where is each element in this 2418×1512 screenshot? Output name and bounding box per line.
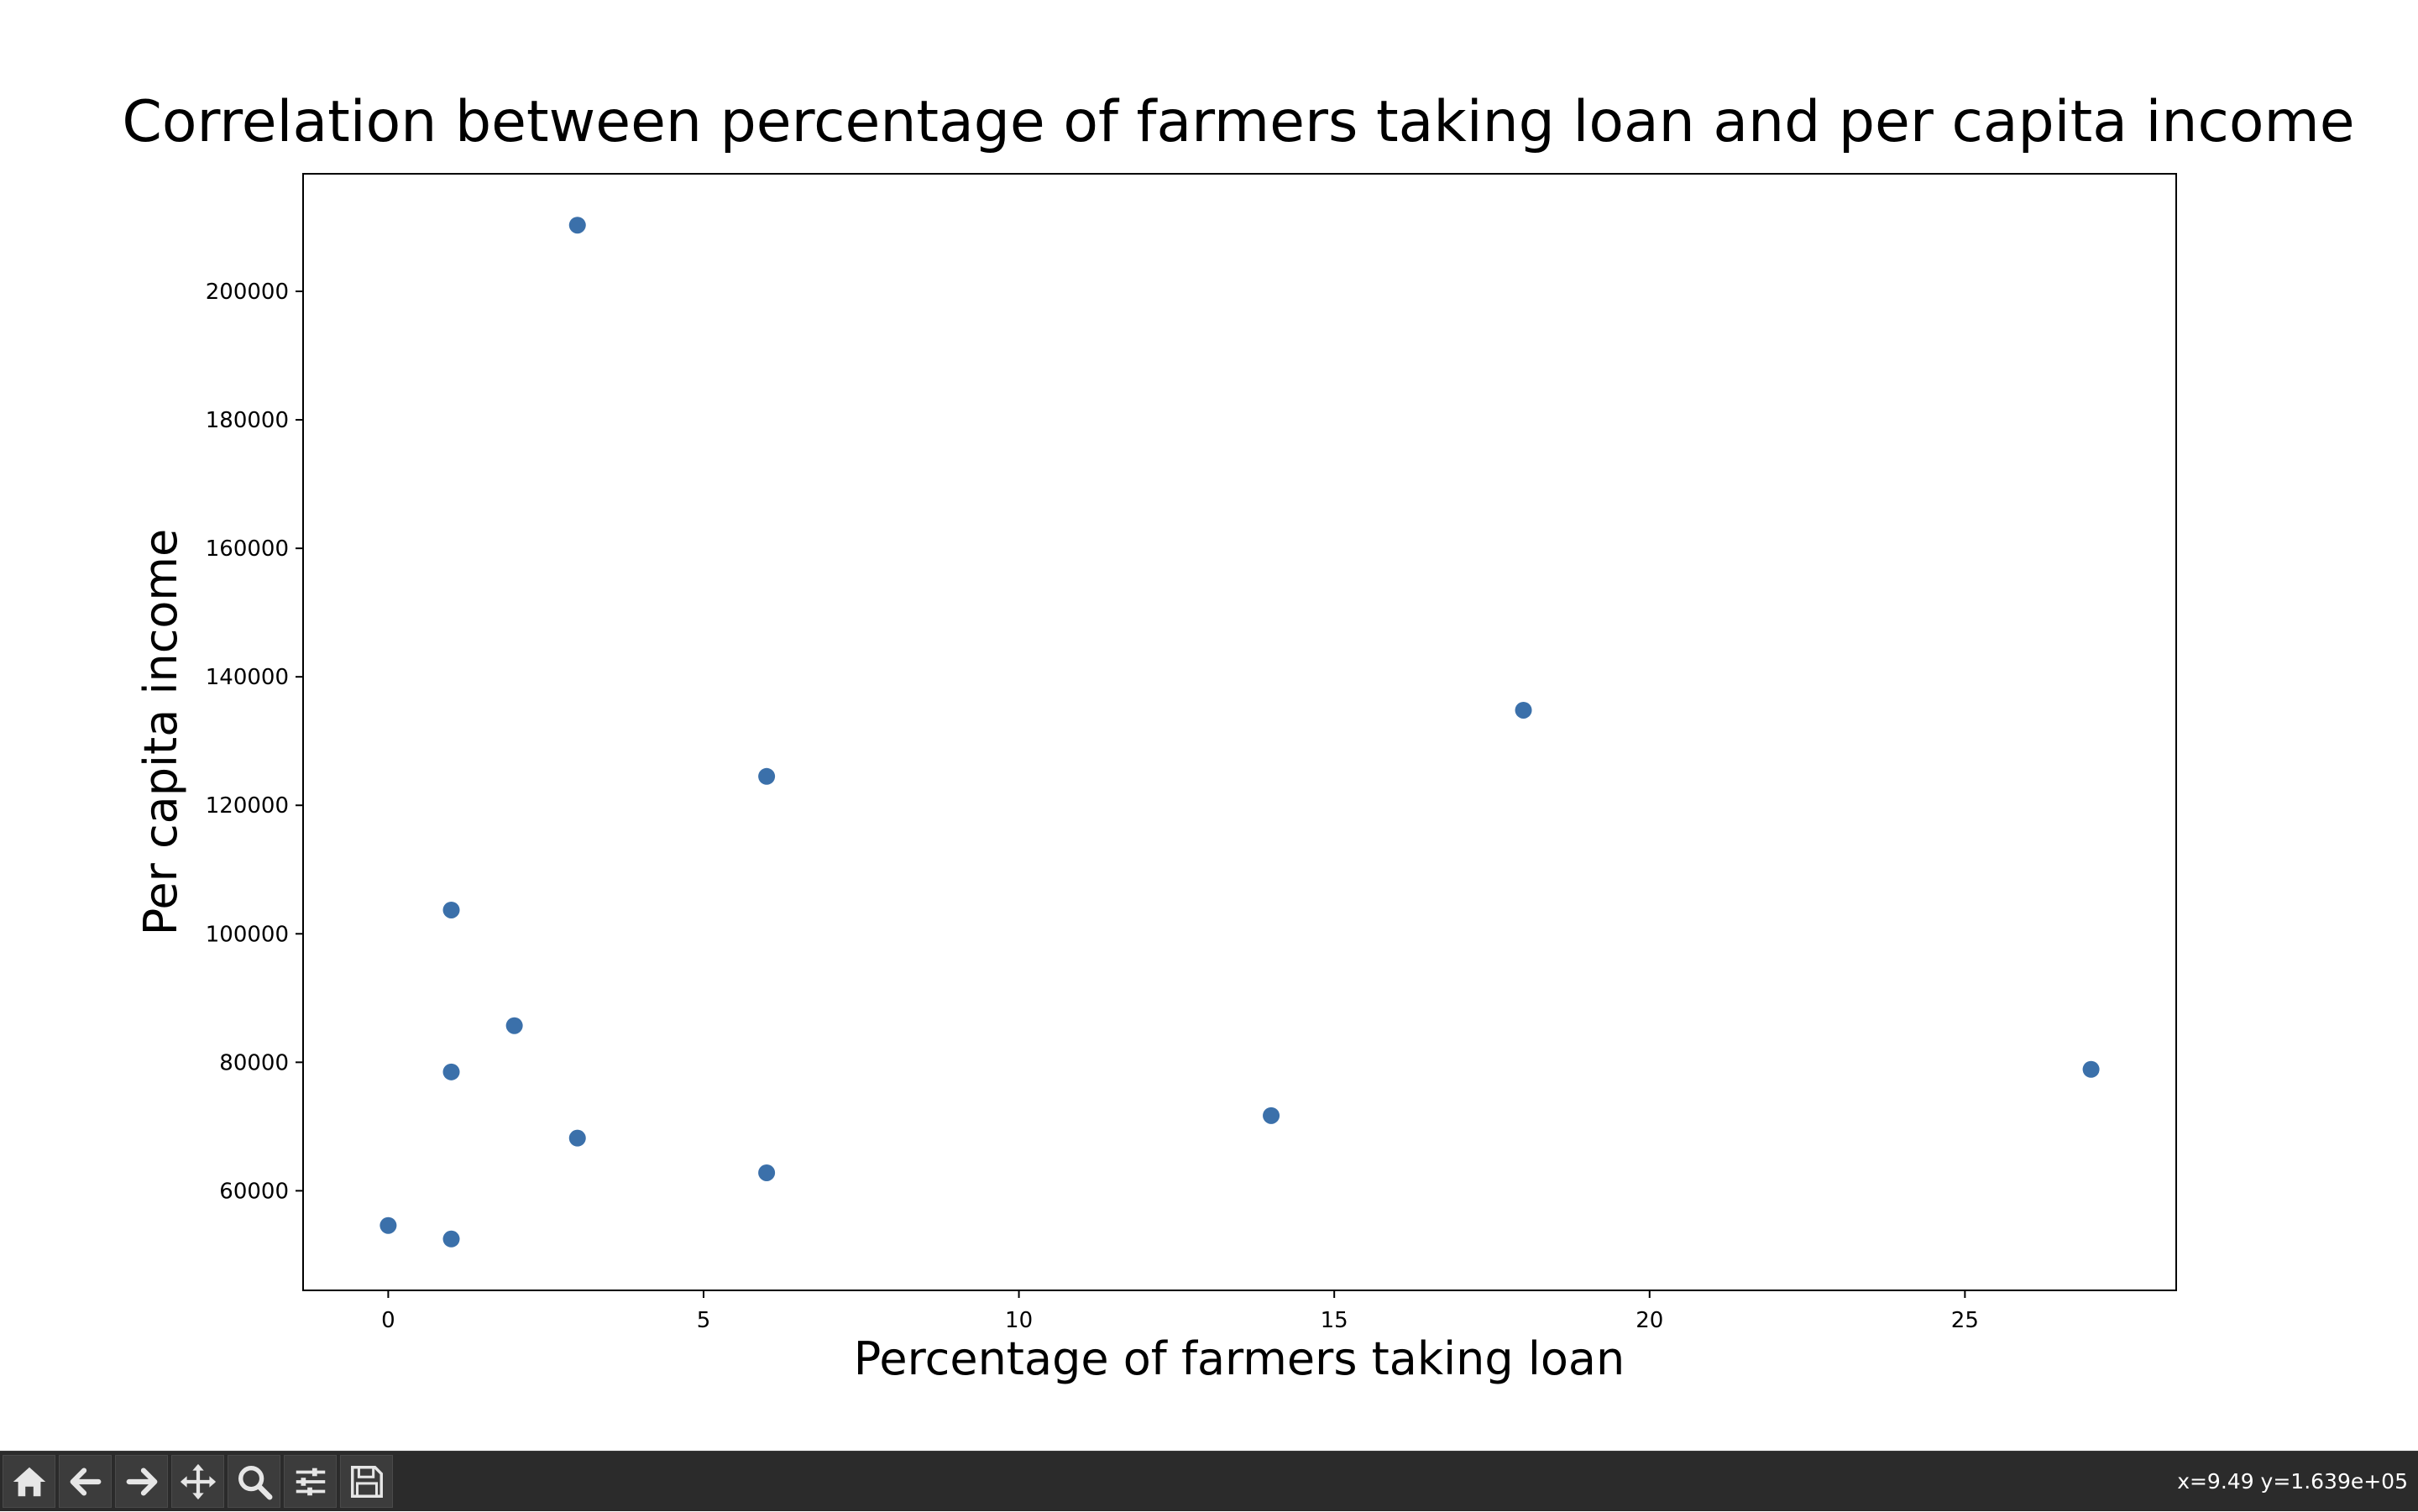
back-button[interactable] <box>59 1455 112 1508</box>
floppy-disk-icon <box>350 1465 383 1498</box>
y-tick-label: 180000 <box>206 408 289 433</box>
data-point <box>1263 1107 1280 1124</box>
navigation-toolbar: x=9.49 y=1.639e+05 <box>0 1451 2418 1511</box>
y-tick-label: 200000 <box>206 280 289 305</box>
x-tick-label: 0 <box>381 1308 395 1333</box>
x-tick-label: 10 <box>1005 1308 1033 1333</box>
home-icon <box>13 1467 45 1496</box>
data-point <box>758 1164 776 1181</box>
data-point <box>758 767 776 785</box>
data-point <box>2082 1060 2100 1078</box>
data-point <box>442 1063 460 1080</box>
x-tick-label: 5 <box>697 1308 711 1333</box>
data-point <box>568 1129 586 1147</box>
forward-button[interactable] <box>115 1455 168 1508</box>
pan-button[interactable] <box>171 1455 224 1508</box>
y-axis: 60000 80000 100000 120000 140000 160000 180000… <box>206 280 303 1204</box>
plot-frame <box>302 173 2177 1291</box>
x-axis-label: Percentage of farmers taking loan <box>854 1332 1625 1385</box>
data-point <box>505 1017 523 1034</box>
move-icon <box>180 1463 216 1499</box>
arrow-right-icon <box>126 1468 157 1495</box>
scatter-chart: Correlation between percentage of farmer… <box>122 89 2355 1385</box>
x-tick-label: 15 <box>1321 1308 1348 1333</box>
y-tick-label: 160000 <box>206 536 289 562</box>
data-point <box>442 901 460 918</box>
y-tick-label: 80000 <box>219 1050 289 1075</box>
data-point <box>1515 701 1532 719</box>
y-tick-label: 120000 <box>206 793 289 819</box>
figure-canvas[interactable]: Correlation between percentage of farmer… <box>0 0 2418 1451</box>
y-tick-label: 60000 <box>219 1179 289 1204</box>
save-button[interactable] <box>340 1455 393 1508</box>
cursor-coordinates: x=9.49 y=1.639e+05 <box>2177 1469 2408 1494</box>
y-tick-label: 140000 <box>206 665 289 690</box>
x-tick-label: 20 <box>1636 1308 1663 1333</box>
y-axis-label: Per capita income <box>134 529 187 936</box>
x-axis: 0 5 10 15 20 25 <box>381 1290 1979 1333</box>
y-tick-label: 100000 <box>206 922 289 947</box>
home-button[interactable] <box>3 1455 55 1508</box>
chart-title: Correlation between percentage of farmer… <box>122 89 2354 155</box>
zoom-button[interactable] <box>228 1455 280 1508</box>
data-point <box>442 1230 460 1248</box>
sliders-icon <box>296 1468 325 1495</box>
arrow-left-icon <box>70 1468 101 1495</box>
configure-subplots-button[interactable] <box>284 1455 337 1508</box>
x-tick-label: 25 <box>1951 1308 1979 1333</box>
data-points <box>379 217 2100 1248</box>
magnifier-icon <box>238 1465 272 1499</box>
data-point <box>568 217 586 234</box>
data-point <box>379 1216 397 1234</box>
